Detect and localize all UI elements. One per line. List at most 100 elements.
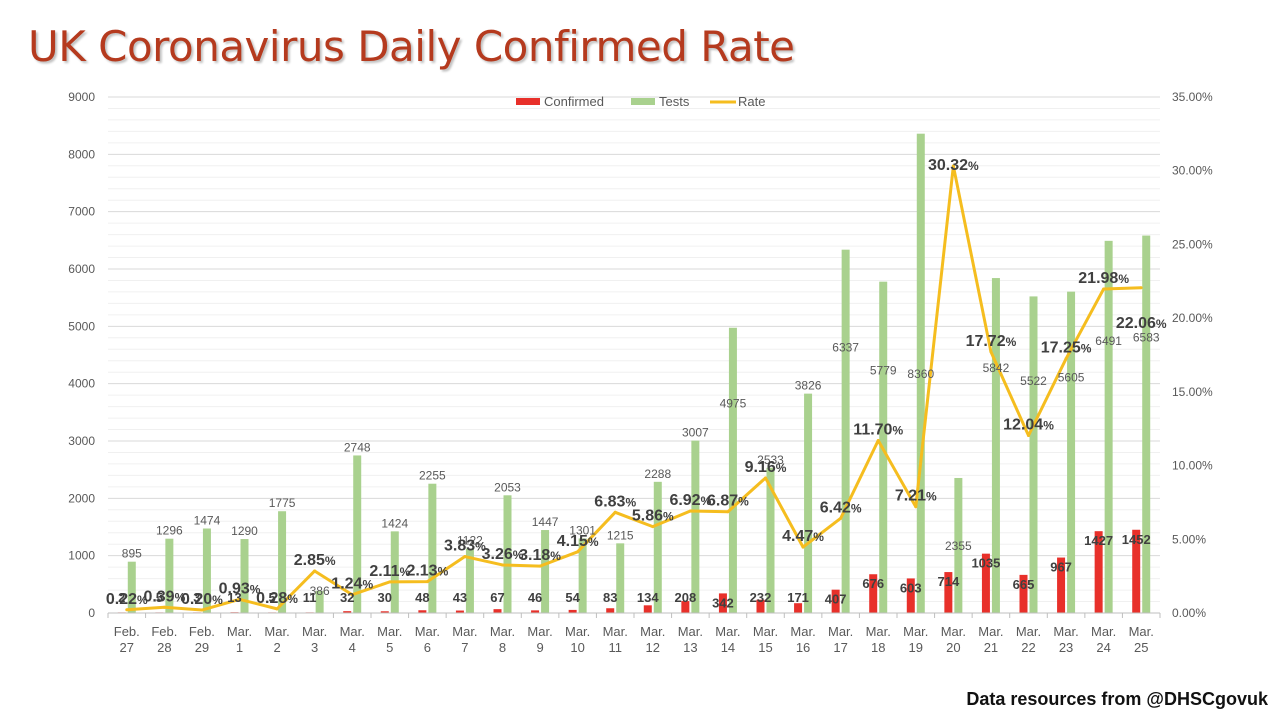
legend: Confirmed Tests Rate: [516, 94, 765, 109]
x-tick-label-day: 17: [833, 640, 847, 655]
tests-data-label: 2288: [644, 467, 671, 481]
rate-data-label: 6.92%: [669, 492, 711, 509]
tests-data-label: 6491: [1095, 334, 1122, 348]
legend-entry: Rate: [738, 94, 765, 109]
gridlines: [108, 96, 1160, 614]
rate-data-label: 0.93%: [219, 580, 261, 597]
rate-point: [388, 580, 392, 584]
confirmed-bar: [794, 603, 803, 613]
rate-point: [576, 550, 580, 554]
rate-point: [200, 608, 204, 612]
tests-data-label: 1296: [156, 524, 183, 538]
x-tick-label-day: 5: [386, 640, 393, 655]
x-tick-label-month: Mar.: [978, 624, 1003, 639]
x-tick-label-day: 14: [721, 640, 735, 655]
tests-data-label: 1215: [607, 528, 634, 542]
confirmed-data-label: 48: [415, 590, 429, 605]
tests-bar: [954, 477, 963, 613]
tests-data-label: 1424: [381, 516, 408, 530]
confirmed-data-label: 208: [675, 590, 697, 605]
tests-data-label: 2748: [344, 440, 371, 454]
confirmed-bar: [606, 608, 615, 613]
confirmed-bar: [718, 593, 727, 613]
x-tick-label-day: 9: [536, 640, 543, 655]
confirmed-data-label: 134: [637, 590, 659, 605]
x-tick-label-month: Mar.: [790, 624, 815, 639]
rate-point: [1139, 286, 1143, 290]
rate-point: [651, 525, 655, 529]
tests-data-label: 2533: [757, 453, 784, 467]
confirmed-bar: [756, 599, 765, 613]
tests-bar: [278, 511, 287, 613]
rate-data-label: 0.28%: [256, 590, 298, 607]
x-tick-label-day: 24: [1096, 640, 1110, 655]
x-tick-label-month: Mar.: [715, 624, 740, 639]
x-tick-label-day: 1: [236, 640, 243, 655]
rate-data-label: 11.70%: [853, 422, 903, 439]
x-tick-label-day: 23: [1059, 640, 1073, 655]
x-tick-label-day: 22: [1021, 640, 1035, 655]
rate-data-label: 22.06%: [1116, 315, 1167, 332]
confirmed-bar: [906, 578, 915, 613]
y-left-tick-label: 4000: [68, 377, 95, 391]
confirmed-data-label: 232: [750, 590, 772, 605]
y-right-tick-label: 25.00%: [1172, 237, 1213, 251]
y-right-tick-label: 30.00%: [1172, 164, 1213, 178]
confirmed-data-label: 171: [787, 590, 809, 605]
tests-data-label: 8360: [907, 367, 934, 381]
x-tick-label-day: 4: [349, 640, 356, 655]
data-labels: 8951296147412901775386274814242255112220…: [106, 157, 1167, 610]
rate-data-label: 1.24%: [331, 576, 373, 593]
x-tick-label-day: 18: [871, 640, 885, 655]
rate-point: [463, 555, 467, 559]
rate-data-label: 5.86%: [632, 508, 674, 525]
x-tick-label-day: 6: [424, 640, 431, 655]
x-tick-label-month: Mar.: [227, 624, 252, 639]
rate-data-label: 7.21%: [895, 488, 937, 505]
x-tick-label-day: 28: [157, 640, 171, 655]
confirmed-data-label: 714: [938, 574, 960, 589]
rate-point: [425, 580, 429, 584]
rate-point: [501, 563, 504, 567]
rate-data-label: 2.11%: [369, 563, 410, 580]
legend-entry: Tests: [659, 94, 690, 109]
tests-bar: [916, 133, 925, 613]
confirmed-data-label: 5: [156, 590, 163, 605]
x-tick-label-day: 11: [608, 640, 622, 655]
tests-bar: [390, 531, 399, 613]
x-tick-label-day: 27: [120, 640, 134, 655]
confirmed-data-label: 603: [900, 580, 922, 595]
rate-point: [538, 564, 542, 568]
rate-data-label: 4.47%: [782, 528, 824, 545]
y-right-tick-label: 0.00%: [1172, 606, 1206, 620]
rate-point: [764, 476, 767, 480]
x-tick-label-month: Feb.: [114, 624, 140, 639]
tests-data-label: 6583: [1133, 330, 1160, 344]
confirmed-data-label: 11: [303, 590, 317, 605]
confirmed-data-label: 30: [378, 590, 392, 605]
rate-point: [876, 439, 880, 443]
confirmed-bar: [380, 611, 389, 613]
y-left-tick-label: 2000: [68, 491, 95, 505]
x-tick-label-day: 25: [1134, 640, 1148, 655]
rate-point: [613, 510, 617, 514]
tests-bar: [578, 538, 587, 613]
tests-data-label: 5522: [1020, 374, 1047, 388]
tests-bar: [503, 495, 512, 613]
rate-point: [951, 164, 955, 168]
x-tick-label-month: Mar.: [941, 624, 966, 639]
confirmed-data-label: 1035: [971, 556, 1000, 571]
rate-point: [801, 545, 805, 549]
x-tick-label-day: 8: [499, 640, 506, 655]
rate-data-label: 3.83%: [444, 538, 486, 555]
confirmed-data-label: 13: [227, 590, 241, 605]
legend-swatch-confirmed: [516, 98, 540, 105]
confirmed-data-label: 83: [603, 590, 617, 605]
tests-bar: [691, 440, 700, 613]
y-right-tick-label: 5.00%: [1172, 532, 1206, 546]
tests-data-label: 1775: [269, 496, 296, 510]
y-right-tick-label: 20.00%: [1172, 311, 1213, 325]
x-tick-label-day: 15: [758, 640, 772, 655]
confirmed-bar: [418, 610, 427, 613]
x-tick-label-month: Feb.: [151, 624, 177, 639]
